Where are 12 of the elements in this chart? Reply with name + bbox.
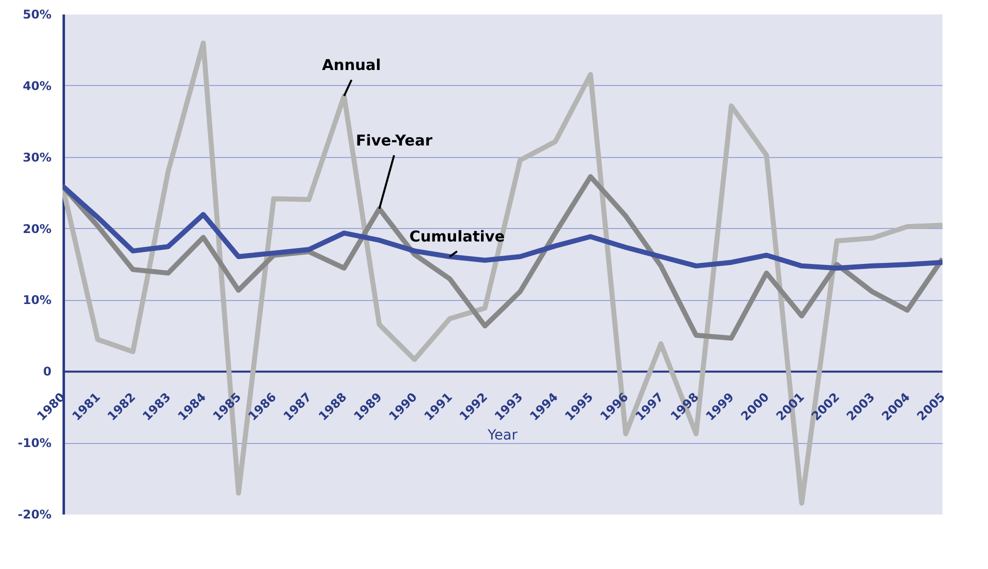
y-tick-label: -20% [18, 508, 52, 522]
y-tick-label: 30% [22, 150, 52, 164]
y-tick-label: 20% [22, 222, 52, 236]
text: Five-Year [356, 132, 433, 150]
y-tick-label: 50% [22, 8, 52, 22]
x-axis-title: Year [486, 428, 518, 444]
y-tick-label: -10% [18, 436, 52, 450]
series-label: Cumulative [409, 228, 505, 246]
y-tick-label: 40% [22, 78, 52, 93]
text: Annual [322, 56, 381, 74]
y-tick-label: 10% [22, 293, 52, 308]
y-tick-label: 0 [43, 364, 52, 379]
